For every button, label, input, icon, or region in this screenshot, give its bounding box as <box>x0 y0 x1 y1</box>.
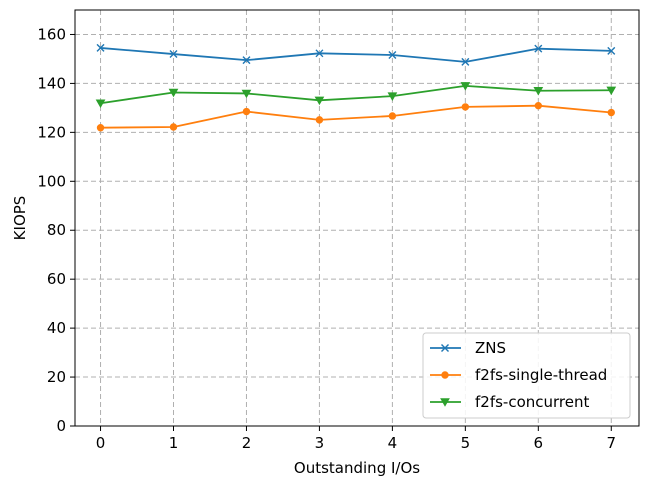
marker-stroke <box>96 43 105 52</box>
data-point-zns <box>607 46 616 55</box>
marker-stroke <box>388 51 397 60</box>
y-tick-label: 80 <box>47 221 66 239</box>
data-point-f2fs-single-thread <box>96 124 105 132</box>
data-point-f2fs-concurrent <box>241 89 252 99</box>
data-point-zns <box>242 56 251 65</box>
data-point-f2fs-single-thread <box>315 116 324 124</box>
data-point-zns <box>96 43 105 52</box>
series-f2fs-single-thread <box>96 101 615 132</box>
data-point-f2fs-concurrent <box>460 82 471 91</box>
series-line-f2fs-concurrent <box>100 84 612 105</box>
data-point-f2fs-single-thread <box>169 123 178 131</box>
legend-entry-zns: ZNS <box>430 339 506 357</box>
data-point-f2fs-single-thread <box>461 103 470 111</box>
data-point-f2fs-single-thread <box>534 101 543 110</box>
y-tick-label: 60 <box>47 270 66 288</box>
marker-stroke <box>242 56 251 65</box>
legend-entry-f2fs-single-thread: f2fs-single-thread <box>430 366 607 384</box>
y-tick-label: 0 <box>56 417 66 435</box>
x-tick-label: 0 <box>96 434 106 452</box>
series-f2fs-concurrent <box>95 82 617 109</box>
x-tick-label: 7 <box>607 434 617 452</box>
data-point-f2fs-concurrent <box>606 86 617 96</box>
data-point-zns <box>534 44 543 53</box>
y-tick-label: 160 <box>37 25 66 43</box>
y-axis-label: KIOPS <box>11 196 29 241</box>
x-tick-label: 1 <box>169 434 179 452</box>
axis-ticks: 0 1 2 3 4 5 6 7 0 20 40 60 80 100 120 140 160 <box>37 25 616 452</box>
data-point-f2fs-concurrent <box>95 99 106 109</box>
x-axis-label: Outstanding I/Os <box>294 459 420 477</box>
legend-marker <box>441 344 449 352</box>
data-point-zns <box>461 57 470 66</box>
series-line-zns <box>100 47 612 63</box>
data-point-f2fs-concurrent <box>168 88 179 98</box>
legend-marker <box>440 398 450 407</box>
x-tick-label: 3 <box>315 434 325 452</box>
legend-marker <box>441 371 449 379</box>
data-point-f2fs-concurrent <box>314 96 325 106</box>
legend: ZNS f2fs-single-thread f2fs-concurrent <box>422 332 631 419</box>
data-point-f2fs-single-thread <box>242 107 251 116</box>
data-point-zns <box>315 49 324 58</box>
legend-label: f2fs-concurrent <box>475 393 589 411</box>
data-point-f2fs-single-thread <box>607 108 615 117</box>
series-zns <box>96 43 616 66</box>
marker-stroke <box>607 46 616 55</box>
marker-stroke <box>315 49 324 58</box>
x-tick-label: 6 <box>534 434 544 452</box>
plot-frame <box>74 9 640 427</box>
y-tick-label: 20 <box>47 368 66 386</box>
legend-label: f2fs-single-thread <box>475 366 607 384</box>
data-point-f2fs-concurrent <box>387 92 398 101</box>
y-tick-label: 40 <box>47 319 66 337</box>
data-point-zns <box>388 51 397 60</box>
marker-stroke <box>169 50 178 59</box>
x-tick-label: 4 <box>388 434 398 452</box>
legend-entry-f2fs-concurrent: f2fs-concurrent <box>430 393 589 411</box>
series-layer <box>95 43 617 132</box>
data-point-zns <box>169 50 178 59</box>
x-tick-label: 5 <box>461 434 471 452</box>
data-point-f2fs-single-thread <box>388 112 397 120</box>
legend-label: ZNS <box>475 339 506 357</box>
x-tick-label: 2 <box>242 434 252 452</box>
y-tick-label: 140 <box>37 74 66 92</box>
y-tick-label: 120 <box>37 123 66 141</box>
marker-stroke <box>441 344 449 352</box>
data-point-f2fs-concurrent <box>533 87 544 96</box>
series-line-f2fs-single-thread <box>100 104 612 129</box>
legend-box <box>422 332 631 419</box>
y-tick-label: 100 <box>37 172 66 190</box>
marker-stroke <box>534 44 543 53</box>
marker-stroke <box>461 57 470 66</box>
